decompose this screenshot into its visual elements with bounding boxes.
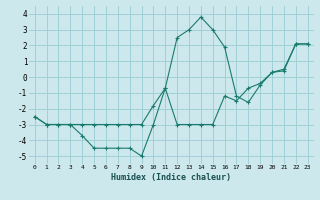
X-axis label: Humidex (Indice chaleur): Humidex (Indice chaleur) [111, 173, 231, 182]
